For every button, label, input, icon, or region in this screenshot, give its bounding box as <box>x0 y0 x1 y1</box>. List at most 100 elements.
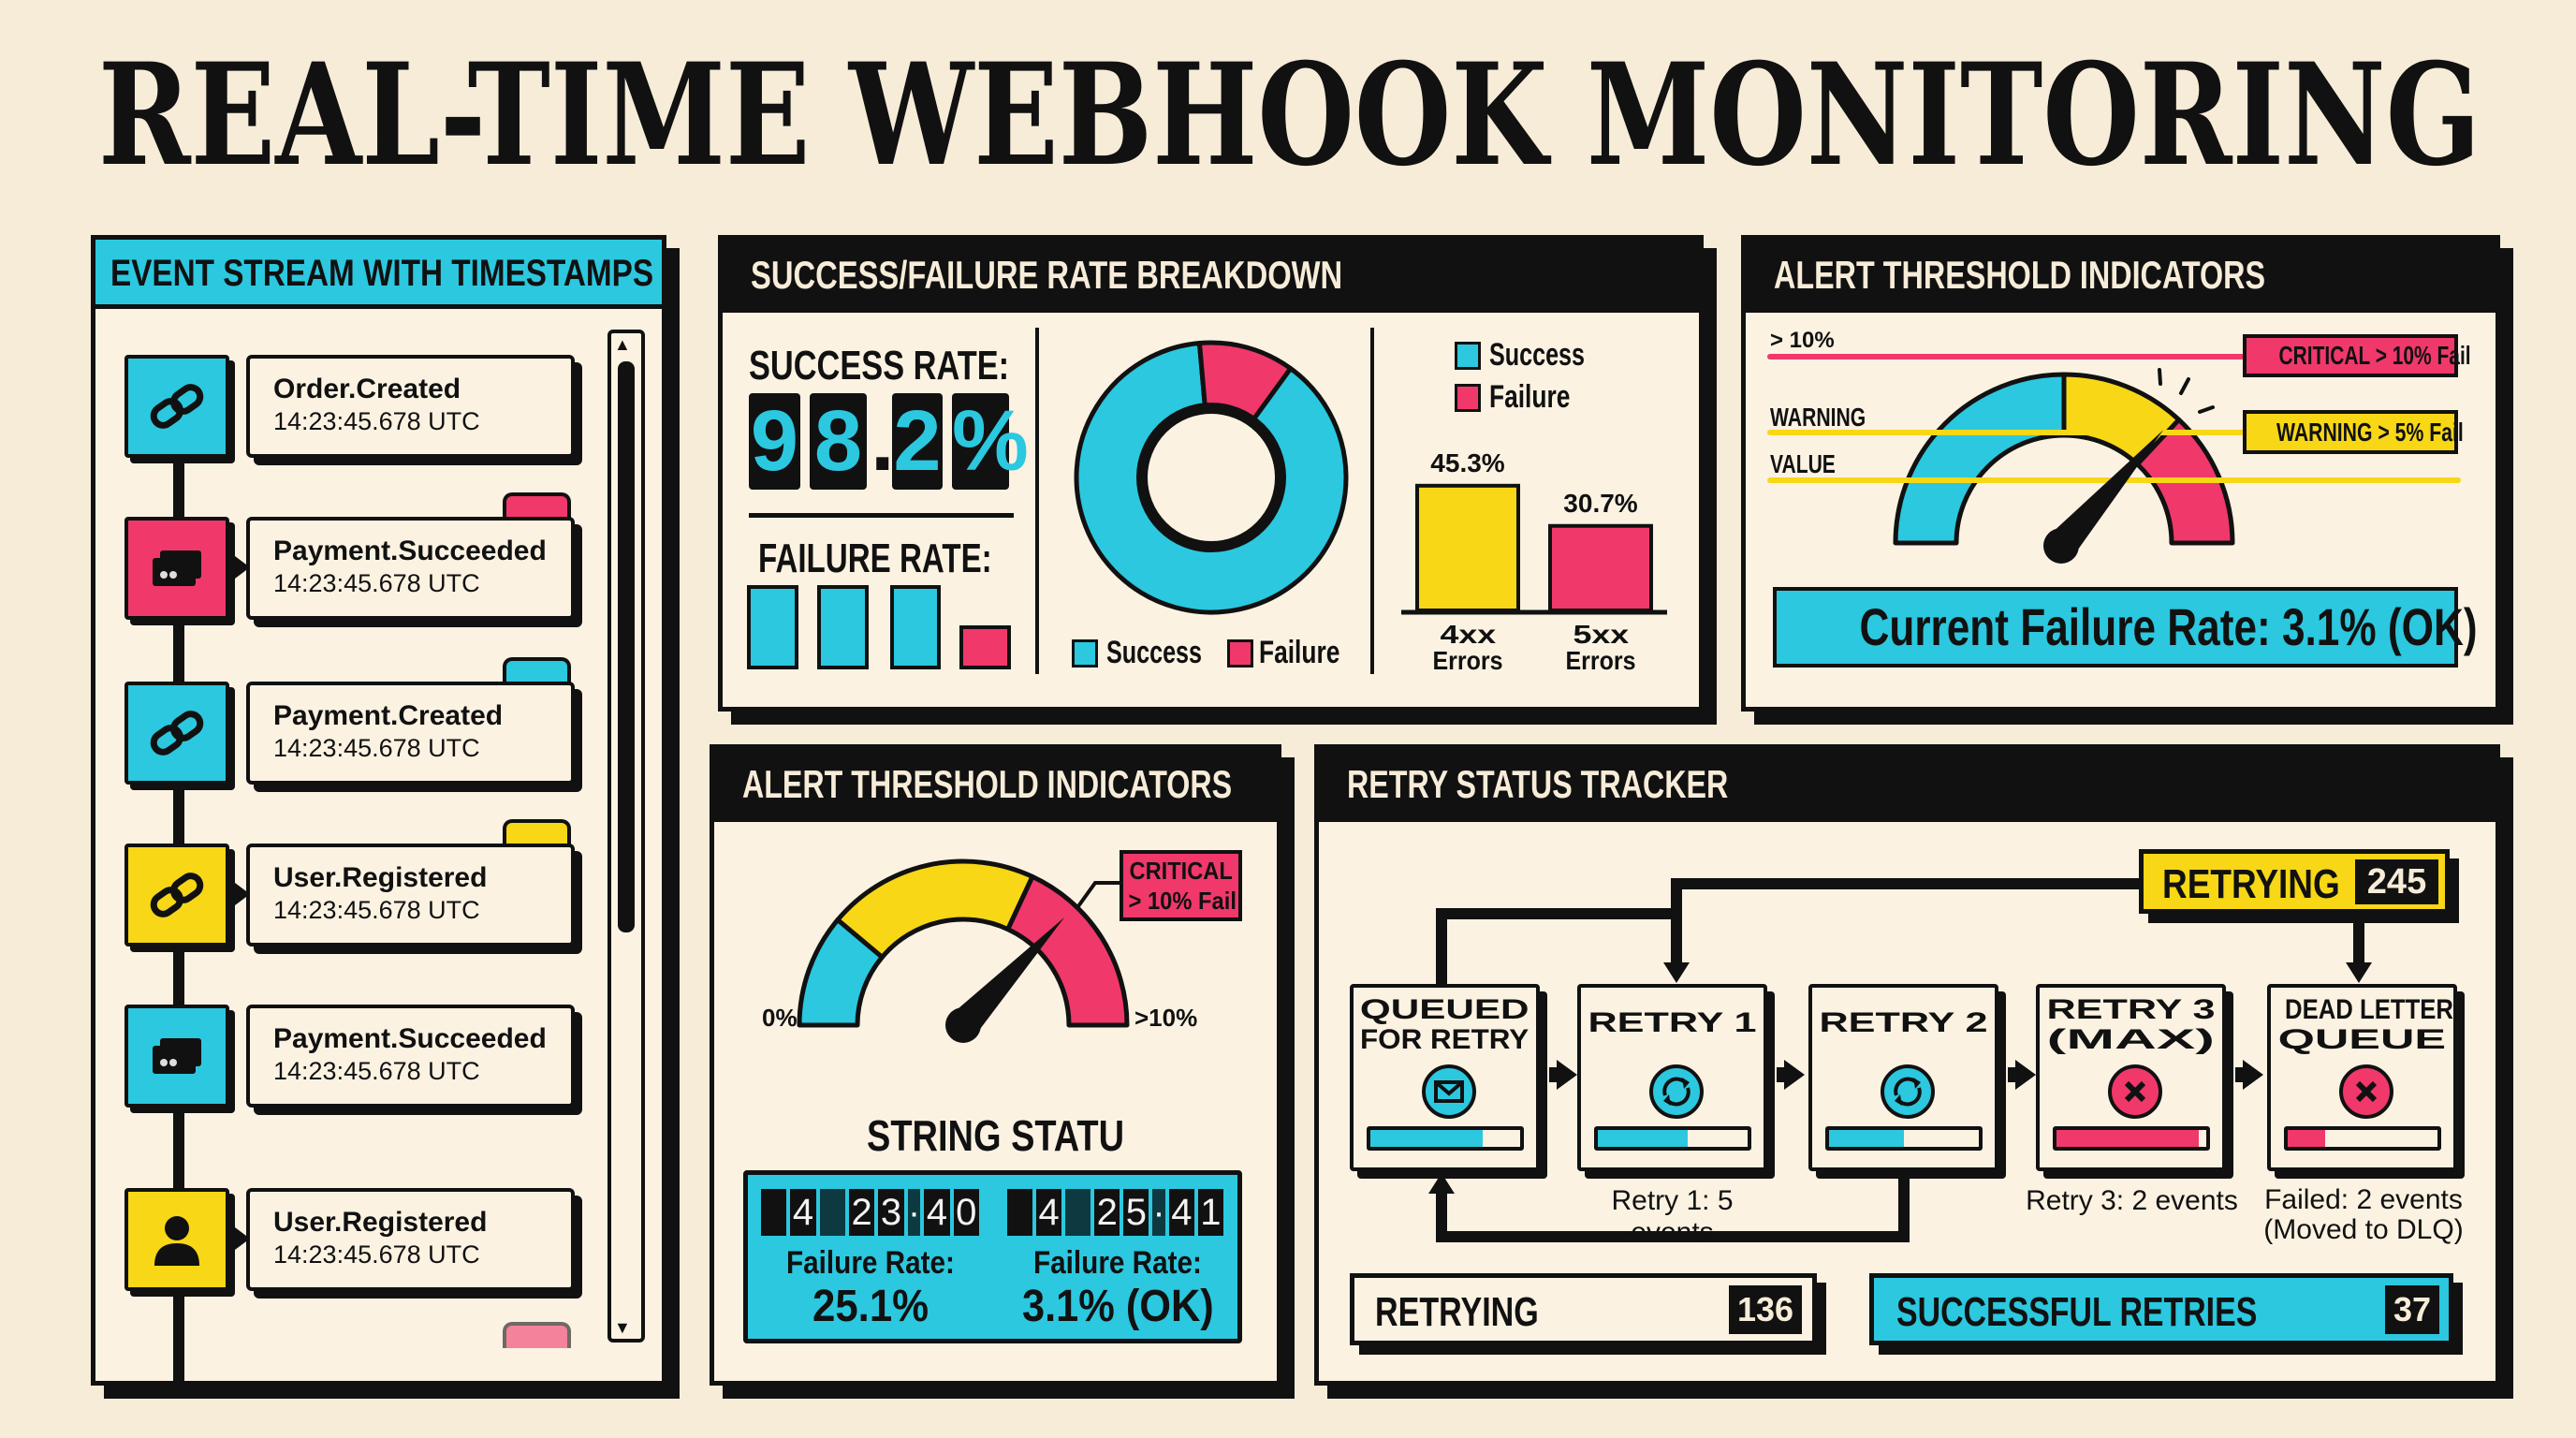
bar-data-label: 30.7% <box>1563 488 1638 518</box>
failure-rate-label: FAILURE RATE: <box>758 536 992 581</box>
chevron-down-icon[interactable]: ▼ <box>614 1318 631 1337</box>
event-timestamp: 14:23:45.678 UTC <box>273 896 480 924</box>
failure-rate-caption: Failure Rate: <box>786 1245 955 1281</box>
stage-progress-bar <box>1594 1126 1751 1151</box>
value-label: VALUE <box>1770 449 1836 478</box>
event-card[interactable]: Payment.Created 14:23:45.678 UTC <box>246 682 575 785</box>
event-card[interactable]: Order.Created 14:23:45.678 UTC <box>246 355 575 458</box>
scrollbar-thumb[interactable] <box>618 361 635 932</box>
bar-category-label: 4xx Errors <box>1432 620 1503 675</box>
critical-callout: CRITICAL > 10% Fail <box>1120 850 1242 921</box>
failure-rate-value: 25.1% <box>812 1282 929 1331</box>
clock-digit <box>819 1189 846 1236</box>
clock-digit: · <box>907 1189 921 1236</box>
clock-digit: 4 <box>790 1189 816 1236</box>
bar-legend-failure: Failure <box>1489 379 1571 415</box>
event-name: User.Registered <box>273 1207 488 1238</box>
clock-digit: 3 <box>878 1189 904 1236</box>
event-tab <box>503 657 571 683</box>
caption-dlq: (Moved to DLQ) <box>2263 1214 2464 1245</box>
retry-stage-0[interactable]: QUEUED FOR RETRY <box>1350 984 1540 1171</box>
legend-swatch-failure <box>1455 384 1481 412</box>
stage-progress-bar <box>2053 1126 2210 1151</box>
credit-card-icon <box>147 1034 207 1078</box>
stage-title: RETRY 3 (MAX) <box>2046 994 2216 1055</box>
credit-card-icon <box>147 547 207 590</box>
event-icon-box <box>124 844 250 946</box>
event-timestamp: 14:23:45.678 UTC <box>273 1240 480 1269</box>
success-digit: 8 <box>810 393 867 490</box>
stage-title: DEAD LETTER QUEUE <box>2277 994 2453 1055</box>
retrying-bottom-stat: RETRYING 136 <box>1350 1273 1817 1345</box>
status-heading: STRING STATU <box>866 1111 1125 1160</box>
clock-digit: 0 <box>953 1189 979 1236</box>
event-icon-box <box>124 355 229 458</box>
chevron-up-icon[interactable]: ▲ <box>614 335 631 354</box>
current-failure-rate-text: Current Failure Rate: 3.1% (OK) <box>1859 597 2478 656</box>
event-card[interactable]: Payment.Succeeded 14:23:45.678 UTC <box>246 517 575 620</box>
retry-header: RETRY STATUS TRACKER <box>1319 749 2496 822</box>
retry-stage-1[interactable]: RETRY 1 <box>1577 984 1767 1171</box>
event-timestamp: 14:23:45.678 UTC <box>273 569 480 597</box>
stage-progress-fill <box>1598 1130 1688 1147</box>
success-digit: 2 <box>892 393 943 490</box>
event-icon-box <box>124 1005 229 1108</box>
clock-digit: 4 <box>1036 1189 1062 1236</box>
alert-gauge-title: ALERT THRESHOLD INDICATORS <box>742 762 1233 806</box>
stage-title: QUEUED FOR RETRY <box>1360 994 1530 1055</box>
gauge-min-label: 0% <box>762 1004 798 1032</box>
stage-progress-bar <box>1825 1126 1983 1151</box>
event-name: Order.Created <box>273 374 461 404</box>
stage-progress-fill <box>1370 1130 1483 1147</box>
alert-threshold-header: ALERT THRESHOLD INDICATORS <box>1746 240 2496 313</box>
event-timestamp: 14:23:45.678 UTC <box>273 1057 480 1085</box>
event-icon-box <box>124 1188 250 1291</box>
event-stream-scrollbar[interactable]: ▲ ▼ <box>607 330 645 1343</box>
event-card[interactable]: Payment.Succeeded 14:23:45.678 UTC <box>246 1005 575 1108</box>
rate-divider <box>749 513 1014 518</box>
retry-stage-3[interactable]: RETRY 3 (MAX) <box>2036 984 2226 1171</box>
event-name: User.Registered <box>273 862 488 893</box>
refresh-icon <box>1649 1064 1704 1119</box>
successful-retries-stat: SUCCESSFUL RETRIES 37 <box>1869 1273 2453 1345</box>
stage-progress-fill <box>2056 1130 2199 1147</box>
alert-gauge-header: ALERT THRESHOLD INDICATORS <box>714 749 1277 822</box>
critical-badge-text: CRITICAL > 10% Fail <box>2278 341 2471 370</box>
successful-retries-label: SUCCESSFUL RETRIES <box>1896 1289 2258 1335</box>
event-card[interactable]: User.Registered 14:23:45.678 UTC <box>246 1188 575 1291</box>
event-icon-box <box>124 682 229 785</box>
failure-rate-caption: Failure Rate: <box>1033 1245 1202 1281</box>
clock-digit: · <box>1152 1189 1165 1236</box>
x-circle-icon <box>2108 1064 2162 1119</box>
clock-digit: 1 <box>1197 1189 1223 1236</box>
event-card[interactable]: User.Registered 14:23:45.678 UTC <box>246 844 575 946</box>
success-digit: % <box>952 393 1029 490</box>
gauge-max-label: >10% <box>1134 1004 1198 1032</box>
event-name: Payment.Created <box>273 700 504 731</box>
retrying-bottom-count: 136 <box>1729 1285 1802 1334</box>
user-icon <box>147 1211 207 1268</box>
breakdown-header: SUCCESS/FAILURE RATE BREAKDOWN <box>723 240 1699 313</box>
clock-digit <box>761 1189 787 1236</box>
bar-category-label: 5xx Errors <box>1565 620 1636 675</box>
donut-legend-failure: Failure <box>1259 635 1340 670</box>
link-icon <box>147 872 207 918</box>
legend-swatch-success <box>1072 639 1098 668</box>
refresh-icon <box>1881 1064 1935 1119</box>
critical-callout-line1: CRITICAL <box>1129 857 1233 885</box>
retry-stage-2[interactable]: RETRY 2 <box>1808 984 1998 1171</box>
clock-digit: 4 <box>924 1189 950 1236</box>
event-stream-header: EVENT STREAM WITH TIMESTAMPS <box>95 240 662 309</box>
warning-badge-text: WARNING > 5% Fail <box>2276 418 2464 447</box>
event-timestamp: 14:23:45.678 UTC <box>273 734 480 762</box>
caption-failed: Failed: 2 events (Moved to DLQ) <box>2256 1185 2471 1245</box>
bar-data-label: 45.3% <box>1430 448 1505 477</box>
clock-digit <box>1065 1189 1091 1236</box>
event-name: Payment.Succeeded <box>273 1023 547 1054</box>
caption-retry3: Retry 3: 2 events <box>2026 1185 2238 1216</box>
retry-stage-4[interactable]: DEAD LETTER QUEUE <box>2267 984 2457 1171</box>
critical-badge: CRITICAL > 10% Fail <box>2243 334 2471 377</box>
retrying-bottom-label: RETRYING <box>1375 1289 1539 1335</box>
success-digit: . <box>871 393 895 489</box>
current-failure-rate: Current Failure Rate: 3.1% (OK) <box>1773 587 2478 668</box>
